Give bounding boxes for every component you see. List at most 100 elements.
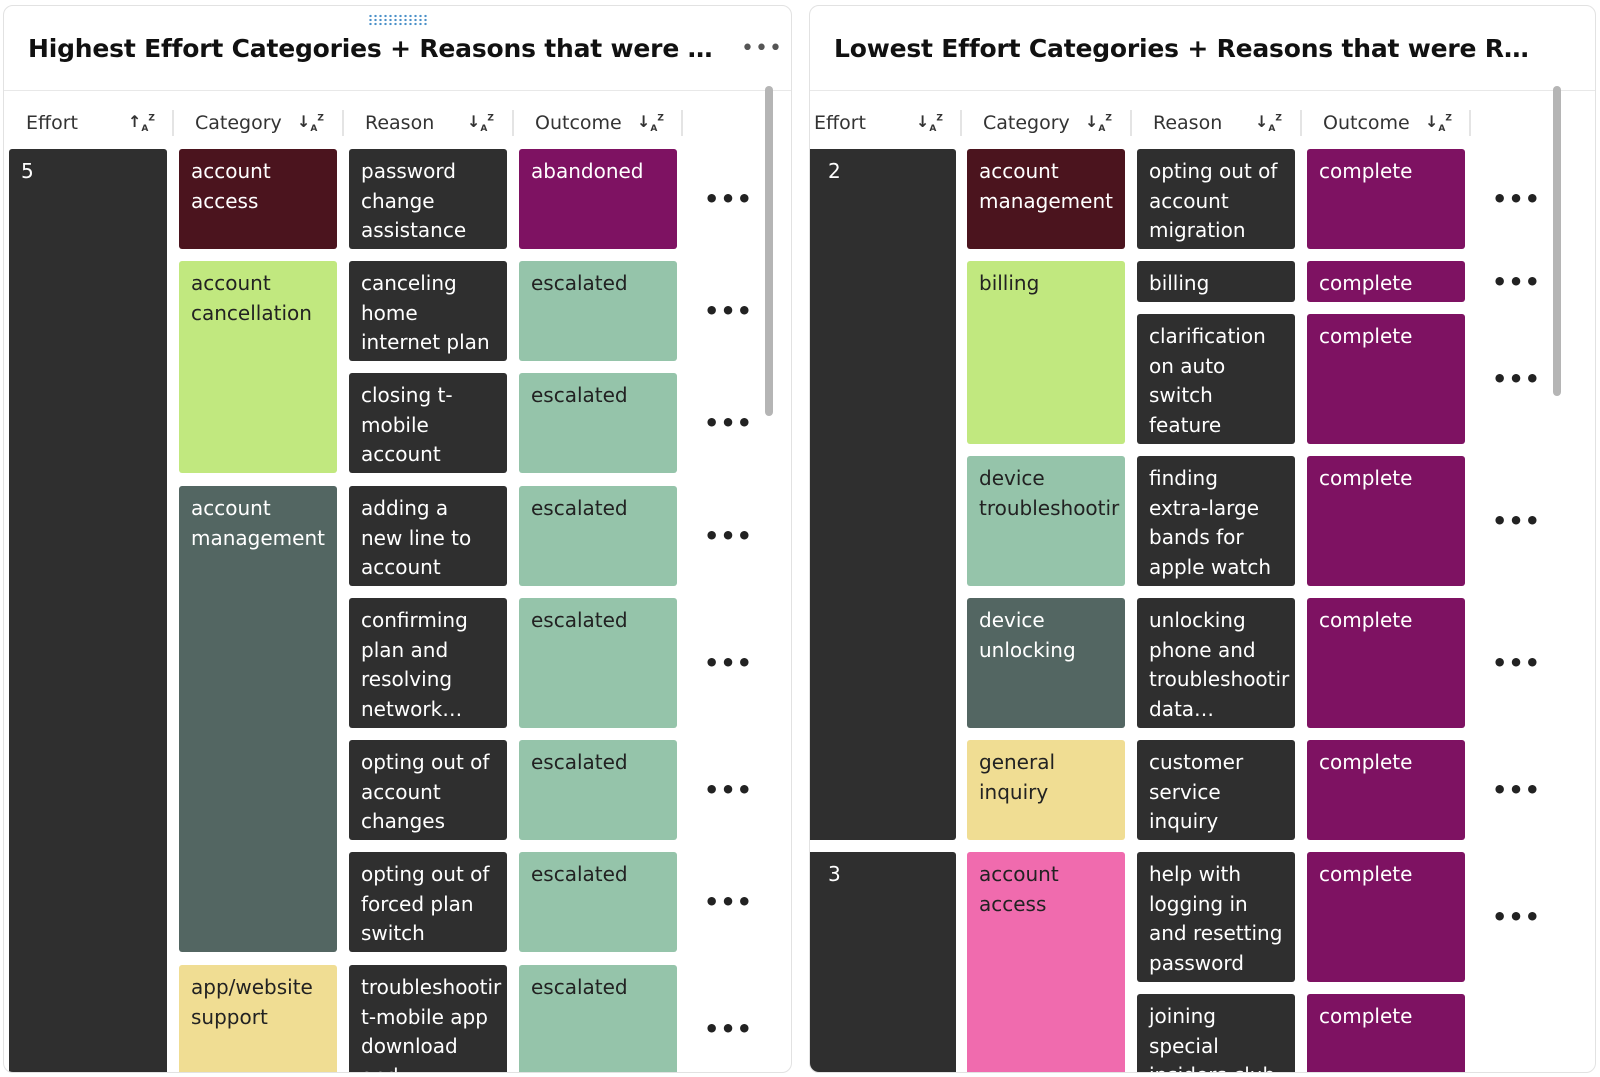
- column-header-outcome[interactable]: Outcome ↓AZ: [1323, 106, 1452, 140]
- outcome-cell: escalated: [519, 261, 677, 361]
- outcome-cell: escalated: [519, 852, 677, 952]
- row-menu-button[interactable]: •••: [704, 1015, 754, 1043]
- column-header-category[interactable]: Category ↓AZ: [195, 106, 324, 140]
- outcome-cell: escalated: [519, 598, 677, 728]
- panel-title: Highest Effort Categories + Reasons that…: [28, 34, 716, 63]
- row-menu-button[interactable]: •••: [704, 649, 754, 677]
- column-divider[interactable]: [681, 110, 683, 136]
- outcome-cell: complete: [1307, 994, 1465, 1072]
- row-menu-button[interactable]: •••: [1492, 365, 1542, 393]
- effort-cell: 3: [810, 852, 956, 1072]
- sort-descending-icon[interactable]: ↓AZ: [1255, 111, 1282, 135]
- column-header-reason[interactable]: Reason ↓AZ: [1153, 106, 1282, 140]
- outcome-cell: complete: [1307, 456, 1465, 586]
- column-label: Outcome: [1323, 112, 1410, 134]
- panel-title: Lowest Effort Categories + Reasons that …: [834, 34, 1534, 63]
- row-menu-button[interactable]: •••: [1492, 185, 1542, 213]
- reason-cell: password change assistance: [349, 149, 507, 249]
- outcome-cell: escalated: [519, 740, 677, 840]
- column-header-outcome[interactable]: Outcome ↓AZ: [535, 106, 664, 140]
- column-label: Effort: [814, 112, 866, 134]
- outcome-cell: escalated: [519, 965, 677, 1072]
- highest-effort-panel: Highest Effort Categories + Reasons that…: [3, 5, 792, 1073]
- outcome-cell: complete: [1307, 852, 1465, 982]
- column-header-reason[interactable]: Reason ↓AZ: [365, 106, 494, 140]
- panel-menu-button[interactable]: •••: [741, 36, 783, 61]
- reason-cell: unlocking phone and troubleshootir data…: [1137, 598, 1295, 728]
- sort-descending-icon[interactable]: ↓AZ: [1085, 111, 1112, 135]
- row-menu-button[interactable]: •••: [1492, 507, 1542, 535]
- sort-descending-icon[interactable]: ↓AZ: [916, 111, 943, 135]
- reason-cell: clarification on auto switch feature and…: [1137, 314, 1295, 444]
- category-cell: account access: [179, 149, 337, 249]
- sort-descending-icon[interactable]: ↓AZ: [637, 111, 664, 135]
- column-divider[interactable]: [1300, 110, 1302, 136]
- column-label: Effort: [26, 112, 78, 134]
- category-cell: billing: [967, 261, 1125, 444]
- column-label: Category: [195, 112, 282, 134]
- sort-descending-icon[interactable]: ↓AZ: [467, 111, 494, 135]
- reason-cell: opting out of forced plan switch: [349, 852, 507, 952]
- row-menu-button[interactable]: •••: [704, 888, 754, 916]
- row-menu-button[interactable]: •••: [1492, 903, 1542, 931]
- vertical-scrollbar[interactable]: [765, 86, 773, 416]
- outcome-cell: complete: [1307, 598, 1465, 728]
- row-menu-button[interactable]: •••: [1492, 268, 1542, 296]
- category-cell: general inquiry: [967, 740, 1125, 840]
- category-cell: device troubleshootir: [967, 456, 1125, 586]
- row-menu-button[interactable]: •••: [704, 297, 754, 325]
- reason-cell: help with logging in and resetting passw…: [1137, 852, 1295, 982]
- category-text: device troubleshootir: [979, 466, 1120, 520]
- reason-cell: joining special insiders club: [1137, 994, 1295, 1072]
- reason-cell: confirming plan and resolving network…: [349, 598, 507, 728]
- column-header-effort[interactable]: Effort ↓AZ: [814, 106, 943, 140]
- column-header-effort[interactable]: Effort ↑AZ: [26, 106, 155, 140]
- reason-cell: adding a new line to account: [349, 486, 507, 586]
- reason-cell: troubleshootir t-mobile app download and: [349, 965, 507, 1072]
- effort-cell: 2: [810, 149, 956, 840]
- sort-descending-icon[interactable]: ↓AZ: [297, 111, 324, 135]
- reason-cell: billing inquiry: [1137, 261, 1295, 302]
- outcome-cell: escalated: [519, 486, 677, 586]
- divider: [810, 90, 1595, 91]
- column-label: Reason: [1153, 112, 1223, 134]
- effort-cell: 5: [9, 149, 167, 1072]
- outcome-cell: complete: [1307, 314, 1465, 444]
- lowest-effort-panel: Lowest Effort Categories + Reasons that …: [809, 5, 1596, 1073]
- row-menu-button[interactable]: •••: [704, 185, 754, 213]
- category-cell: account management: [179, 486, 337, 952]
- row-menu-button[interactable]: •••: [704, 522, 754, 550]
- vertical-scrollbar[interactable]: [1553, 86, 1561, 396]
- column-divider[interactable]: [1469, 110, 1471, 136]
- drag-handle-icon[interactable]: [368, 14, 428, 26]
- column-divider[interactable]: [512, 110, 514, 136]
- row-menu-button[interactable]: •••: [704, 409, 754, 437]
- outcome-cell: complete: [1307, 261, 1465, 302]
- table-header: Effort ↓AZ Category ↓AZ Reason ↓AZ Outco…: [810, 106, 1595, 140]
- column-divider[interactable]: [960, 110, 962, 136]
- column-label: Reason: [365, 112, 435, 134]
- category-cell: account management: [967, 149, 1125, 249]
- category-cell: account access: [967, 852, 1125, 1072]
- column-label: Category: [983, 112, 1070, 134]
- column-divider[interactable]: [1130, 110, 1132, 136]
- reason-cell: finding extra-large bands for apple watc…: [1137, 456, 1295, 586]
- row-menu-button[interactable]: •••: [1492, 776, 1542, 804]
- column-divider[interactable]: [172, 110, 174, 136]
- reason-cell: opting out of account changes: [349, 740, 507, 840]
- outcome-cell: escalated: [519, 373, 677, 473]
- sort-descending-icon[interactable]: ↓AZ: [1425, 111, 1452, 135]
- row-menu-button[interactable]: •••: [1492, 649, 1542, 677]
- row-menu-button[interactable]: •••: [704, 776, 754, 804]
- reason-cell: customer service inquiry: [1137, 740, 1295, 840]
- divider: [4, 90, 791, 91]
- table-header: Effort ↑AZ Category ↓AZ Reason ↓AZ Outco…: [4, 106, 791, 140]
- outcome-cell: abandoned: [519, 149, 677, 249]
- outcome-cell: complete: [1307, 740, 1465, 840]
- reason-cell: opting out of account migration: [1137, 149, 1295, 249]
- sort-ascending-icon[interactable]: ↑AZ: [128, 111, 155, 135]
- column-divider[interactable]: [342, 110, 344, 136]
- column-header-category[interactable]: Category ↓AZ: [983, 106, 1112, 140]
- reason-cell: closing t-mobile account: [349, 373, 507, 473]
- outcome-cell: complete: [1307, 149, 1465, 249]
